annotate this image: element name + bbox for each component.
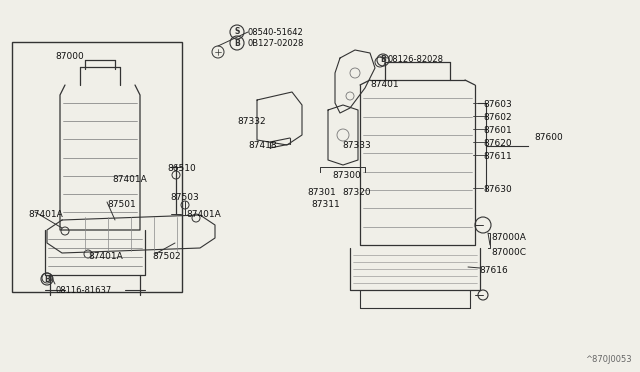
Text: 87620: 87620 <box>483 139 511 148</box>
Text: 87401A: 87401A <box>112 175 147 184</box>
Text: 87401A: 87401A <box>88 252 123 261</box>
Text: 87611: 87611 <box>483 152 512 161</box>
Text: ^870J0053: ^870J0053 <box>586 355 632 364</box>
Text: 87600: 87600 <box>534 133 563 142</box>
Text: B: B <box>44 275 50 283</box>
Text: 87000C: 87000C <box>491 248 526 257</box>
Text: 87630: 87630 <box>483 185 512 194</box>
Text: 87602: 87602 <box>483 113 511 122</box>
Text: 87332: 87332 <box>237 117 266 126</box>
Text: 87418: 87418 <box>248 141 276 150</box>
Text: 87000A: 87000A <box>491 233 526 242</box>
Text: 87501: 87501 <box>107 200 136 209</box>
Text: 87401A: 87401A <box>28 210 63 219</box>
Text: 87502: 87502 <box>152 252 180 261</box>
Text: 08540-51642: 08540-51642 <box>248 28 304 37</box>
Text: 87603: 87603 <box>483 100 512 109</box>
Text: 87401: 87401 <box>370 80 399 89</box>
Text: 0B127-02028: 0B127-02028 <box>248 39 305 48</box>
Text: 86510: 86510 <box>167 164 196 173</box>
Text: 87616: 87616 <box>479 266 508 275</box>
Text: 87311: 87311 <box>311 200 340 209</box>
Text: S: S <box>234 28 240 36</box>
Text: 08126-82028: 08126-82028 <box>388 55 444 64</box>
Text: 87333: 87333 <box>342 141 371 150</box>
Text: 08116-81637: 08116-81637 <box>55 286 111 295</box>
Text: 87000: 87000 <box>55 52 84 61</box>
Text: 87503: 87503 <box>170 193 199 202</box>
Text: 87320: 87320 <box>342 188 371 197</box>
Text: B: B <box>234 38 240 48</box>
Text: 87401A: 87401A <box>186 210 221 219</box>
Text: B: B <box>380 55 386 64</box>
Bar <box>12 42 182 292</box>
Text: 87300: 87300 <box>332 171 361 180</box>
Text: 87301: 87301 <box>307 188 336 197</box>
Text: 87601: 87601 <box>483 126 512 135</box>
